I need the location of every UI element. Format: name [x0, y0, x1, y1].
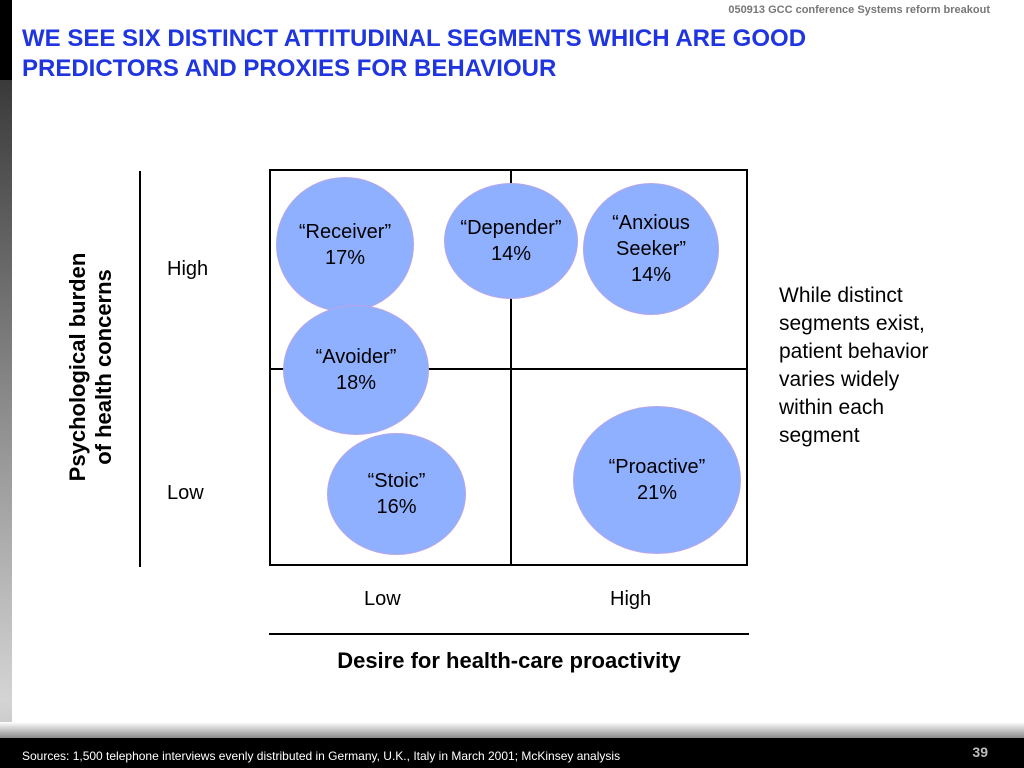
matrix-horizontal-divider — [271, 368, 746, 370]
y-axis-low-label: Low — [167, 482, 204, 504]
segment-bubble-proactive: “Proactive” 21% — [573, 406, 741, 554]
y-axis-high-label: High — [167, 258, 209, 280]
y-axis-label-line-1: Psychological burden — [65, 252, 90, 482]
segment-share: 21% — [636, 482, 678, 504]
x-axis-low-label: Low — [364, 588, 401, 610]
segment-share: 17% — [324, 246, 366, 269]
segment-matrix — [269, 169, 748, 566]
slide-title: WE SEE SIX DISTINCT ATTITUDINAL SEGMENTS… — [22, 24, 992, 84]
left-accent-bar — [0, 0, 12, 768]
segment-bubble-anxious-seeker: “Anxious Seeker” 14% — [583, 183, 719, 315]
segment-name-line-1: “Anxious — [612, 212, 690, 234]
matrix-vertical-divider — [510, 171, 512, 564]
segment-share: 14% — [630, 264, 672, 286]
x-axis-label: Desire for health-care proactivity — [337, 648, 681, 673]
side-note-line: segments exist, — [779, 312, 925, 335]
side-note-line: While distinct — [779, 284, 903, 307]
footer-bar — [0, 738, 1024, 768]
segment-name-line-2: Seeker” — [615, 238, 687, 260]
side-note-line: segment — [779, 424, 860, 447]
segment-share: 18% — [335, 372, 377, 394]
segment-name: “Proactive” — [608, 456, 706, 478]
y-axis-label: Psychological burden of health concerns — [65, 207, 135, 527]
footer-gradient — [0, 722, 1024, 738]
segment-name: “Depender” — [460, 217, 562, 239]
side-note-line: within each — [779, 396, 885, 419]
slide-title-line-2: PREDICTORS AND PROXIES FOR BEHAVIOUR — [22, 55, 557, 82]
segment-name: “Receiver” — [298, 220, 392, 243]
segment-share: 14% — [490, 243, 532, 265]
segment-name: “Stoic” — [367, 470, 426, 492]
segment-bubble-depender: “Depender” 14% — [444, 183, 578, 299]
x-axis-rule — [269, 633, 749, 635]
side-note-line: varies widely — [779, 368, 900, 391]
segment-bubble-receiver: “Receiver” 17% — [276, 177, 414, 312]
y-axis-label-line-2: of health concerns — [91, 269, 116, 465]
y-axis-rule — [139, 171, 141, 567]
page-number: 39 — [972, 744, 988, 760]
segment-name: “Avoider” — [315, 346, 397, 368]
side-note-line: patient behavior — [779, 340, 929, 363]
segment-share: 16% — [376, 496, 417, 518]
side-note: While distinct segments exist, patient b… — [779, 282, 979, 450]
segment-bubble-stoic: “Stoic” 16% — [327, 433, 466, 555]
document-meta: 050913 GCC conference Systems reform bre… — [728, 4, 990, 16]
x-axis-high-label: High — [610, 588, 652, 610]
segment-bubble-avoider: “Avoider” 18% — [283, 305, 429, 435]
slide-title-line-1: WE SEE SIX DISTINCT ATTITUDINAL SEGMENTS… — [22, 25, 807, 52]
sources-note: Sources: 1,500 telephone interviews even… — [22, 749, 621, 763]
